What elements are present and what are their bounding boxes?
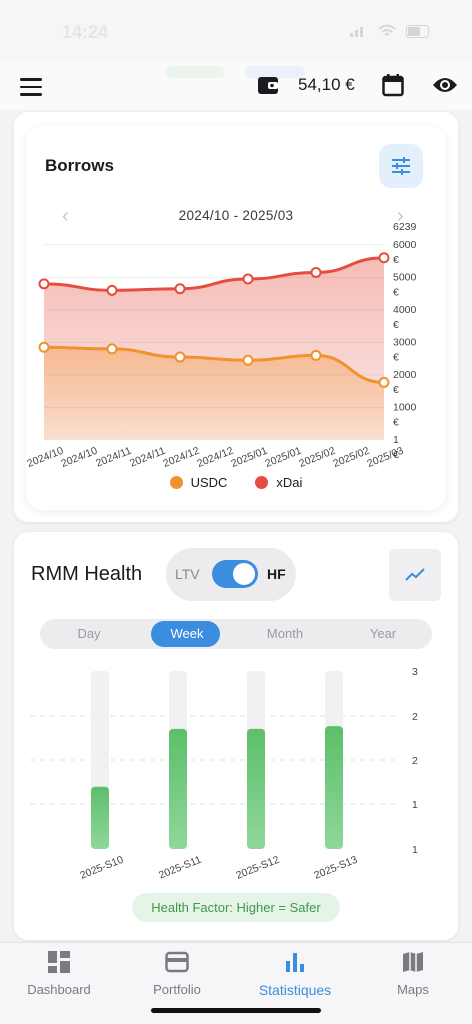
y-tick-label: 4000 (393, 304, 417, 316)
point-xdai (106, 284, 118, 296)
dashboard-icon (48, 951, 70, 973)
point-usdc (242, 354, 254, 366)
y-tick-label: 6239 (393, 221, 417, 233)
y-tick-label: 1 (412, 844, 418, 856)
point-xdai (174, 283, 186, 295)
calendar-icon[interactable] (382, 73, 404, 102)
health-factor-note: Health Factor: Higher = Safer (132, 893, 340, 922)
wifi-icon (378, 24, 396, 36)
legend-item-usdc: USDC (169, 475, 227, 490)
hf-label: HF (267, 566, 286, 582)
chevron-left-icon[interactable]: ‹ (62, 205, 69, 227)
map-icon (403, 952, 423, 972)
status-time: 14:24 (62, 22, 109, 42)
nav-portfolio[interactable]: Portfolio (118, 951, 236, 997)
period-selected-indicator (151, 621, 220, 647)
tab-year[interactable]: Year (369, 626, 397, 641)
x-tick-label: 2025-S12 (234, 854, 281, 882)
status-icons (350, 24, 432, 38)
y-tick-label: 1 (393, 434, 399, 446)
nav-statistiques[interactable]: Statistiques (236, 951, 354, 998)
header-ghost (165, 66, 225, 78)
y-tick-label: 2 (412, 755, 418, 767)
health-bar (247, 728, 265, 849)
health-bar (325, 726, 343, 849)
filter-settings-button[interactable] (379, 144, 423, 188)
status-bar: 14:24 (0, 0, 472, 64)
point-xdai (38, 278, 50, 290)
bar-chart-icon (286, 953, 304, 972)
y-tick-label: 2 (412, 711, 418, 723)
y-tick-label: 6000 (393, 239, 417, 251)
date-range: 2024/10 - 2025/03 (178, 208, 294, 223)
wallet-icon[interactable] (257, 74, 279, 101)
health-bar (91, 786, 109, 849)
borrows-title: Borrows (45, 156, 114, 175)
app-header (0, 60, 472, 110)
visibility-eye-icon[interactable] (432, 75, 458, 100)
sliders-icon (392, 157, 410, 175)
x-tick-label: 2025-S13 (312, 854, 359, 882)
tab-week[interactable]: Week (170, 626, 204, 641)
area-usdc (44, 347, 384, 440)
ltv-hf-switch[interactable] (212, 560, 258, 588)
signal-icon (350, 27, 363, 37)
y-tick-unit: € (393, 416, 399, 428)
nav-maps[interactable]: Maps (354, 951, 472, 997)
battery-icon (406, 24, 429, 38)
point-usdc (378, 376, 390, 388)
y-tick-label: 3000 (393, 336, 417, 348)
y-tick-unit: € (393, 286, 399, 298)
chevron-right-icon[interactable]: › (397, 205, 404, 227)
trending-up-icon (405, 568, 425, 581)
point-usdc (106, 343, 118, 355)
point-xdai (242, 273, 254, 285)
chart-type-button[interactable] (389, 549, 441, 601)
y-tick-label: 1 (412, 799, 418, 811)
tab-day[interactable]: Day (77, 626, 101, 641)
point-usdc (38, 341, 50, 353)
y-tick-unit: € (393, 449, 399, 461)
y-tick-label: 1000 (393, 401, 417, 413)
y-tick-unit: € (393, 384, 399, 396)
line-xdai (43, 256, 385, 292)
period-selector: Day Week Month Year (40, 619, 432, 649)
y-tick-label: 3 (412, 666, 418, 678)
tab-month[interactable]: Month (266, 626, 304, 641)
point-usdc (310, 349, 322, 361)
y-tick-label: 5000 (393, 271, 417, 283)
x-tick-label: 2025-S10 (78, 854, 125, 882)
rmm-health-title: RMM Health (31, 563, 143, 585)
wallet-icon (165, 951, 189, 973)
nav-dashboard[interactable]: Dashboard (0, 951, 118, 997)
y-tick-unit: € (393, 254, 399, 266)
point-usdc (174, 351, 186, 363)
health-bar (169, 728, 187, 849)
balance-value: 54,10 € (298, 75, 355, 94)
y-tick-label: 2000 (393, 369, 417, 381)
y-tick-unit: € (393, 351, 399, 363)
y-tick-unit: € (393, 319, 399, 331)
menu-button[interactable] (20, 78, 42, 96)
point-xdai (310, 266, 322, 278)
legend-item-xdai: xDai (255, 475, 302, 490)
header-ghost (245, 66, 305, 78)
borrows-legend: USDC xDai (0, 475, 472, 490)
home-indicator (151, 1008, 321, 1013)
x-tick-label: 2025-S11 (157, 854, 203, 882)
ltv-label: LTV (175, 566, 200, 582)
point-xdai (378, 252, 390, 264)
line-usdc (43, 345, 385, 384)
